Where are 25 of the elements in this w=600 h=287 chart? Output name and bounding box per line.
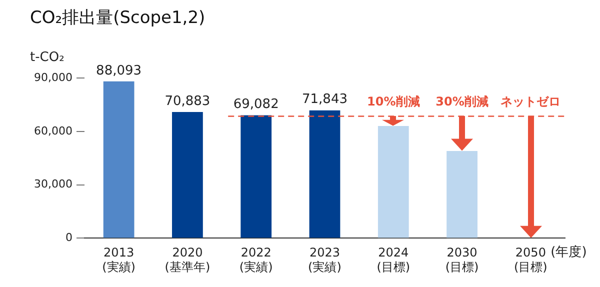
y-tick-label: 0	[65, 231, 72, 244]
annotation: 10%削減	[367, 94, 420, 108]
x-tick-label: 2023 (実績)	[308, 246, 342, 274]
x-tick-label: 2050 (目標)	[514, 246, 548, 274]
data-label: 71,843	[302, 92, 348, 108]
x-axis-title: (年度)	[550, 244, 587, 260]
chart-title: CO₂排出量(Scope1,2)	[30, 7, 206, 29]
bar	[103, 81, 134, 238]
data-label: 70,883	[164, 94, 210, 109]
y-tick-label: 90,000	[34, 70, 72, 84]
bar	[309, 110, 340, 238]
x-tick-label: 2030 (目標)	[445, 246, 479, 274]
annotation: ネットゼロ	[500, 94, 561, 108]
x-tick-label: 2024 (目標)	[376, 246, 410, 274]
x-tick-label: 2022 (実績)	[239, 246, 273, 274]
x-tick-label: 2020 (基準年)	[164, 246, 210, 274]
y-tick-label: 60,000	[34, 124, 72, 138]
bar	[172, 112, 203, 238]
bar	[240, 115, 272, 238]
data-label: 69,082	[233, 97, 279, 112]
y-axis-title: t-CO₂	[30, 50, 64, 65]
annotation: 30%削減	[436, 94, 488, 108]
y-tick-label: 30,000	[34, 178, 72, 191]
data-label: 88,093	[96, 63, 142, 78]
x-tick-label: 2013 (実績)	[102, 246, 136, 274]
